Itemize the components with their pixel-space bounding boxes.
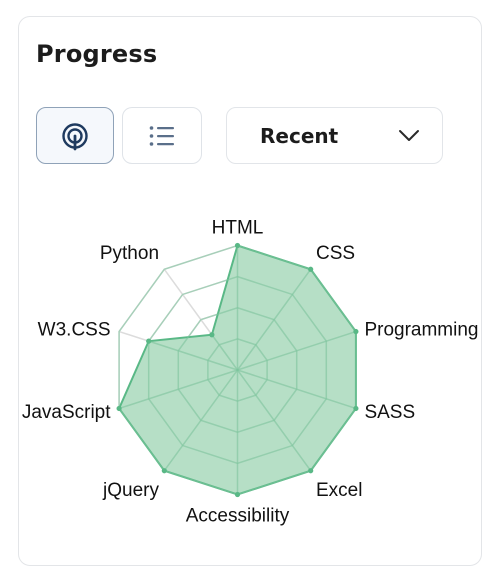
data-point-python	[209, 332, 215, 338]
axis-label-programming: Programming	[364, 319, 478, 340]
page-title: Progress	[36, 40, 158, 68]
axis-label-html: HTML	[212, 218, 264, 239]
axis-label-css: CSS	[316, 243, 355, 264]
list-view-button[interactable]	[122, 107, 202, 164]
data-point-programming	[353, 328, 359, 335]
grid-spoke-overlay	[118, 369, 238, 410]
dropdown-selected-value: Recent	[260, 123, 339, 148]
data-point-accessibility	[234, 491, 241, 498]
data-point-sass	[353, 405, 359, 412]
data-point-excel	[308, 468, 314, 474]
radar-axis-labels: HTML CSS Programming SASS Excel Accessibility…	[22, 218, 479, 527]
chevron-down-icon	[399, 129, 419, 141]
axis-label-w3-css: W3.CSS	[38, 319, 111, 340]
data-point-jquery	[161, 468, 167, 474]
data-point-css	[308, 266, 314, 272]
axis-label-jquery: jQuery	[102, 480, 159, 501]
axis-label-python: Python	[100, 243, 159, 264]
grid-spoke-overlay	[211, 334, 239, 371]
grid-spoke-overlay	[163, 369, 239, 472]
radar-view-button[interactable]	[36, 107, 114, 164]
axis-label-sass: SASS	[364, 402, 415, 423]
data-point-javascript	[116, 405, 122, 412]
data-point-html	[234, 242, 241, 249]
axis-label-javascript: JavaScript	[22, 402, 111, 423]
grid-spoke-overlay	[148, 340, 238, 371]
radar-series	[116, 242, 359, 498]
grid-spoke-overlay	[236, 369, 312, 472]
time-filter-dropdown[interactable]: Recent	[226, 107, 443, 164]
axis-label-excel: Excel	[316, 480, 362, 501]
grid-spoke-overlay	[237, 369, 357, 410]
axis-label-accessibility: Accessibility	[186, 506, 290, 527]
grid-spoke-overlay	[237, 330, 357, 371]
list-icon	[149, 125, 174, 146]
data-point-w3-css	[146, 338, 152, 344]
grid-spoke-overlay	[236, 268, 312, 371]
radar-icon	[62, 122, 88, 150]
